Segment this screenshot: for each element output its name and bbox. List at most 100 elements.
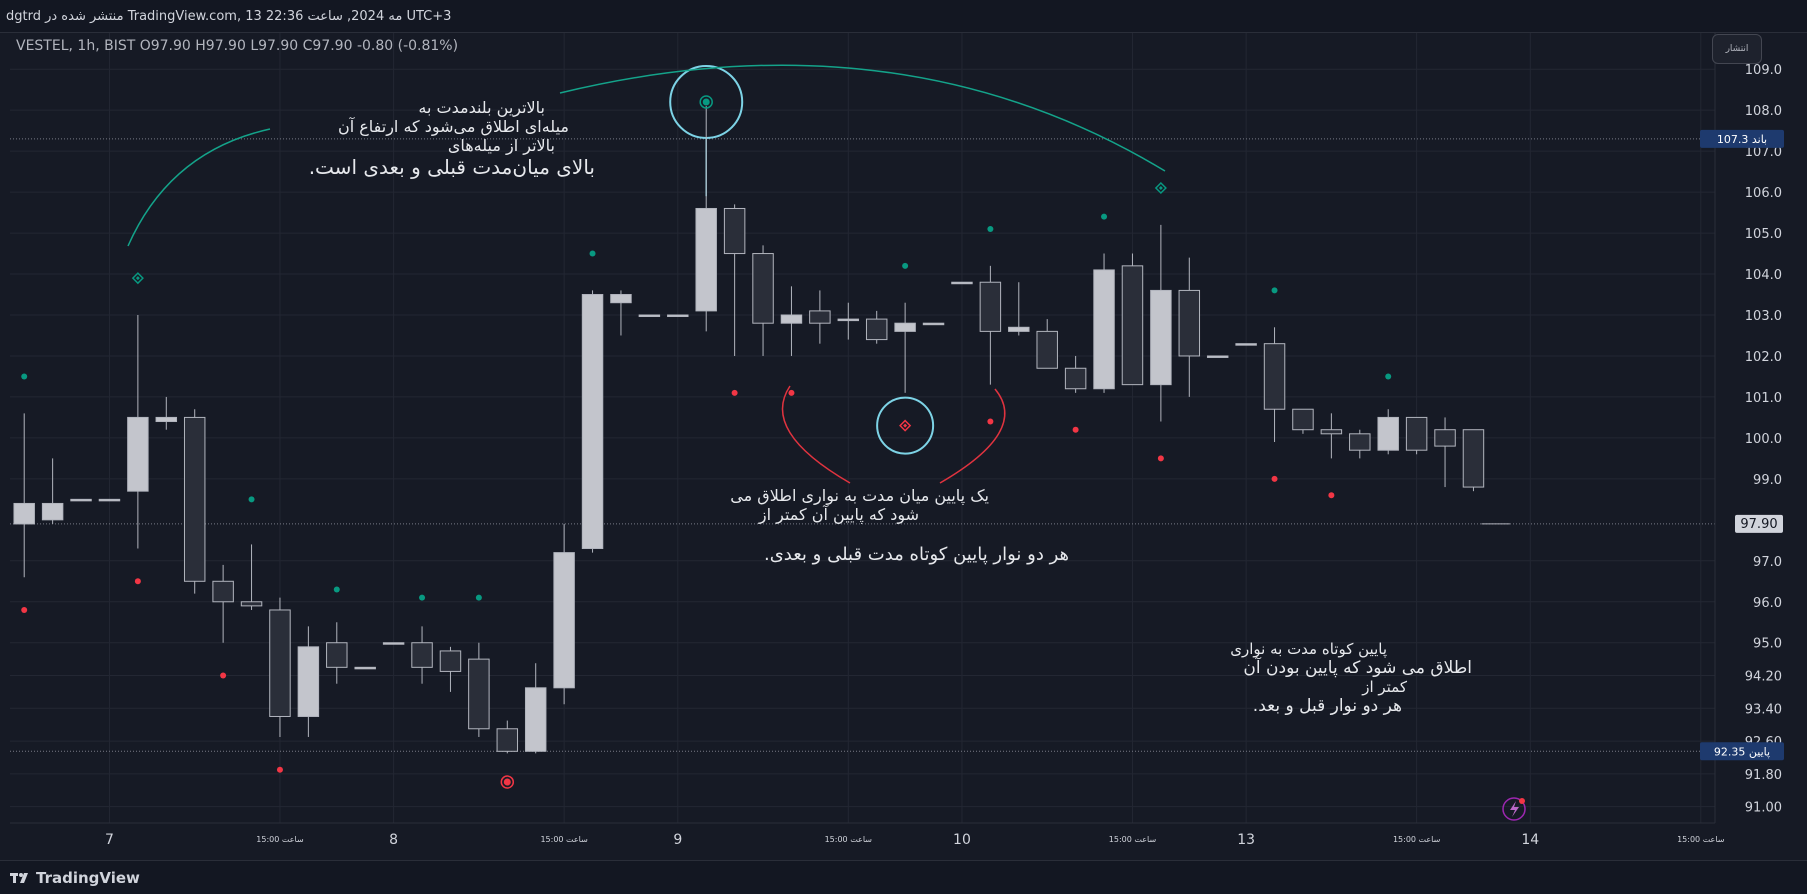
short-term-high-dot (21, 373, 28, 380)
candle-body (496, 728, 519, 752)
bottom-bar: TradingView (0, 860, 1807, 894)
annotation-line: پایین کوتاه مدت به نواری (1230, 640, 1387, 658)
short-term-low-dot (1072, 426, 1079, 433)
top-bar: dgtrd منتشر شده در TradingView.com, 13 م… (0, 0, 1807, 32)
x-tick-label: 9 (673, 832, 682, 848)
y-tick-label: 104.0 (1745, 268, 1782, 283)
candle-body (1093, 269, 1115, 390)
candle-body (581, 294, 604, 550)
candle-body (638, 314, 661, 317)
x-tick-label: 8 (389, 832, 398, 848)
candle-body (212, 580, 234, 603)
arrow-curve (127, 128, 271, 247)
candle-body (1036, 330, 1058, 369)
candle-body (1377, 416, 1399, 451)
annotation-line: میله‌ای اطلاق می‌شود که ارتفاع آن (337, 117, 569, 136)
price-label: 97.90 (1740, 517, 1777, 532)
candle-body (1263, 343, 1286, 410)
annotation-line: بالاترین بلندمدت به (418, 98, 545, 117)
candle-body (752, 253, 774, 324)
candle-body (1434, 429, 1456, 447)
publication-info: dgtrd منتشر شده در TradingView.com, 13 م… (6, 9, 452, 24)
candle-body (411, 642, 433, 668)
price-label-bg (1735, 514, 1783, 533)
short-term-high-dot (419, 594, 426, 601)
arrow-curve (781, 385, 851, 484)
candlestick-chart[interactable]: 109.0 108.0 107.0 106.0 105.0 104.0 103.0 102.0… (0, 33, 1807, 861)
candle-body (468, 658, 490, 730)
candle-body (1320, 429, 1343, 435)
short-term-low-dot (731, 389, 738, 396)
lightning-icon (1502, 797, 1526, 821)
short-term-low-dot (788, 389, 795, 396)
y-tick-label: 103.0 (1745, 309, 1782, 324)
short-term-high-dot (1385, 373, 1392, 380)
x-tick-label: ساعت 15:00 (1393, 835, 1441, 844)
annotation-line: بالاتر از میله‌های (447, 136, 555, 155)
y-tick-label: 105.0 (1745, 227, 1782, 242)
candle-body (269, 609, 291, 717)
candle-body (354, 666, 376, 670)
y-tick-label: 108.0 (1745, 104, 1782, 119)
long-term-low-circle (500, 775, 515, 789)
candle-body (1121, 265, 1144, 386)
short-term-low-dot (276, 766, 283, 773)
short-term-high-dot (987, 225, 994, 232)
x-tick-label: 10 (953, 832, 971, 848)
y-tick-label: 96.0 (1753, 596, 1782, 611)
highlight-circle-low (876, 396, 935, 455)
candle-body (70, 498, 92, 502)
candle-body (41, 502, 64, 521)
candle-body (127, 416, 149, 492)
y-tick-label: 101.0 (1745, 391, 1782, 406)
y-tick-label: 94.20 (1745, 670, 1782, 685)
candle-body (439, 650, 462, 672)
candle-body (1178, 289, 1201, 357)
candle-body (1462, 429, 1485, 488)
y-tick-label: 106.0 (1745, 186, 1782, 201)
short-term-high-dot (1101, 213, 1108, 220)
x-tick-label: ساعت 15:00 (1677, 835, 1725, 844)
y-tick-label: 97.0 (1753, 555, 1782, 570)
y-tick-label: 109.0 (1745, 63, 1782, 78)
annotation-line: بالای میان‌مدت قبلی و بعدی است. (308, 155, 595, 179)
annotation-line: یک پایین میان مدت به نواری اطلاق می (730, 486, 989, 505)
short-term-high-dot (475, 594, 482, 601)
chart-pane[interactable]: 109.0 108.0 107.0 106.0 105.0 104.0 103.0 102.0… (0, 32, 1807, 861)
short-term-low-dot (21, 606, 28, 613)
candle-body (240, 601, 263, 607)
candle-body (553, 552, 575, 689)
candle-body (382, 642, 405, 645)
short-term-low-dot (1328, 492, 1335, 499)
candle-body (865, 318, 888, 341)
x-tick-label: 7 (105, 832, 114, 848)
candle-body (1235, 343, 1257, 346)
candle-body (837, 318, 860, 322)
price-label: باند 107.3 (1717, 133, 1767, 146)
notification-dot (1519, 798, 1525, 804)
annotation-mid-term-low: یک پایین میان مدت به نواری اطلاق می شود … (730, 486, 1069, 565)
candle-body (922, 322, 945, 326)
short-term-high-dot (902, 262, 909, 269)
candle-body (695, 207, 717, 312)
short-term-high-dot (333, 586, 340, 593)
candle-body (894, 322, 916, 332)
candle-body (951, 281, 973, 285)
tradingview-logo[interactable]: TradingView (10, 869, 140, 887)
candle-body (1349, 433, 1371, 451)
price-label-bg (1700, 742, 1784, 761)
y-tick-label: 100.0 (1745, 432, 1782, 447)
candle-body (1008, 326, 1030, 332)
tradingview-logo-icon (10, 873, 28, 883)
candle-body (809, 310, 831, 324)
tradingview-logo-text: TradingView (36, 869, 140, 887)
candle-body (1064, 367, 1087, 390)
arrow-curve (939, 388, 1006, 484)
candle-body (667, 314, 689, 317)
publish-button[interactable]: انتشار (1712, 34, 1762, 64)
candle-body (98, 498, 121, 502)
candle-body (297, 646, 320, 717)
annotation-line: هر دو نوار پایین کوتاه مدت قبلی و بعدی. (763, 544, 1069, 565)
symbol-legend: VESTEL, 1h, BIST O97.90 H97.90 L97.90 C9… (16, 38, 459, 54)
x-tick-label: ساعت 15:00 (540, 835, 588, 844)
